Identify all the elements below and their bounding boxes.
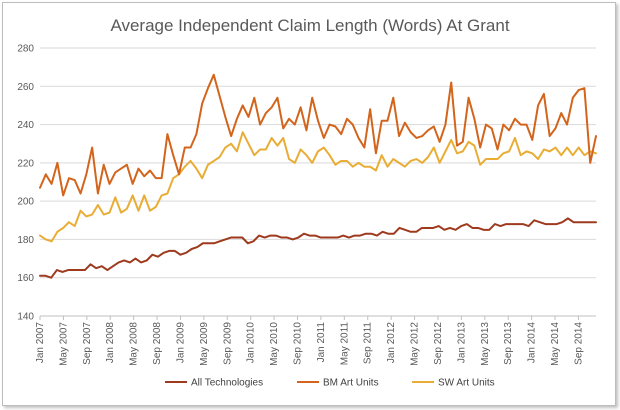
x-tick-label: Sep 2012	[433, 322, 444, 365]
chart-frame	[2, 2, 616, 406]
x-tick-label: Sep 2008	[152, 322, 163, 365]
x-tick-label: May 2007	[58, 322, 69, 366]
legend-label: All Technologies	[191, 378, 263, 389]
x-tick-label: Sep 2013	[503, 322, 514, 365]
y-tick-label: 260	[17, 82, 34, 93]
x-tick-label: May 2012	[410, 322, 421, 366]
series-lines	[39, 73, 597, 279]
x-tick-label: Jan 2011	[316, 322, 327, 363]
x-tick-label: Sep 2010	[293, 322, 304, 365]
x-tick-label: Sep 2007	[82, 322, 93, 365]
y-tick-label: 220	[17, 158, 34, 169]
x-tick-label: Jan 2012	[386, 322, 397, 364]
y-tick-label: 280	[17, 44, 34, 55]
x-tick-label: May 2014	[550, 322, 561, 366]
chart-title: Average Independent Claim Length (Words)…	[110, 16, 509, 35]
x-tick-label: Jan 2007	[35, 322, 46, 364]
x-tick-label: May 2009	[199, 322, 210, 366]
x-tick-label: Sep 2009	[222, 322, 233, 365]
y-tick-label: 160	[17, 273, 34, 284]
x-tick-label: Jan 2014	[527, 322, 538, 364]
gridlines	[40, 47, 596, 317]
legend: All Technologies BM Art Units SW Art Units	[165, 378, 495, 389]
x-tick-label: May 2011	[339, 322, 350, 366]
x-tick-label: Sep 2014	[573, 322, 584, 365]
series-line-bm-art-units	[39, 73, 597, 197]
y-tick-label: 140	[17, 312, 34, 323]
legend-label: BM Art Units	[323, 378, 379, 389]
series-line-all-technologies	[39, 217, 597, 279]
y-tick-label: 240	[17, 120, 34, 131]
x-tick-label: May 2010	[269, 322, 280, 366]
x-tick-label: Jan 2010	[246, 322, 257, 364]
legend-label: SW Art Units	[438, 378, 495, 389]
x-tick-label: May 2013	[480, 322, 491, 366]
x-tick-label: Jan 2009	[175, 322, 186, 364]
x-tick-label: Jan 2013	[456, 322, 467, 364]
x-tick-label: Jan 2008	[105, 322, 116, 364]
axes: 140 160 180 200 220 240 260 280 Jan 2007 May 2007…	[17, 44, 596, 366]
x-tick-label: May 2008	[129, 322, 140, 366]
series-line-sw-art-units	[39, 131, 597, 243]
y-tick-label: 200	[17, 197, 34, 208]
x-tick-label: Sep 2011	[363, 322, 374, 365]
y-tick-label: 180	[17, 235, 34, 246]
